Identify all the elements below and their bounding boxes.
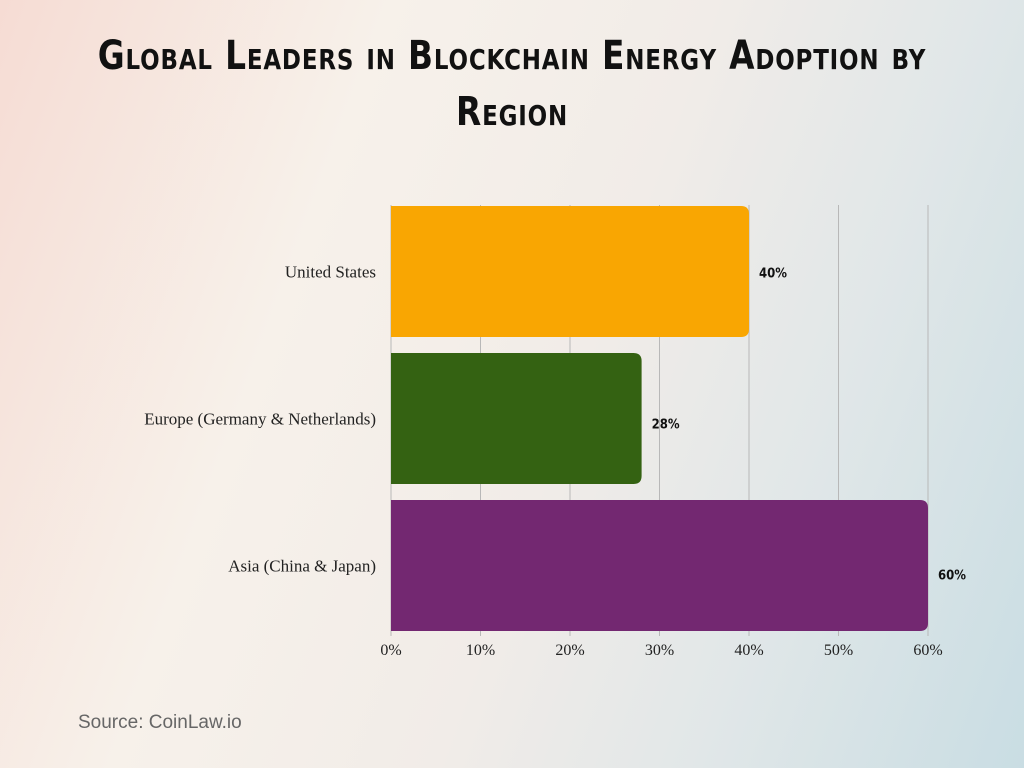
- data-label: 40%: [759, 267, 787, 282]
- x-tick-label: 50%: [824, 642, 853, 659]
- category-label: Asia (China & Japan): [228, 557, 376, 576]
- x-tick-label: 20%: [555, 642, 584, 659]
- x-tick-label: 40%: [734, 642, 763, 659]
- bar: [391, 206, 749, 337]
- category-label: Europe (Germany & Netherlands): [144, 410, 376, 429]
- x-tick-label: 60%: [913, 642, 942, 659]
- bar: [391, 500, 928, 631]
- source-text: Source: CoinLaw.io: [78, 712, 242, 733]
- bar: [391, 353, 642, 484]
- x-tick-label: 0%: [380, 642, 401, 659]
- data-label: 60%: [938, 569, 966, 584]
- chart-title: Global Leaders in Blockchain Energy Adop…: [97, 33, 927, 135]
- x-tick-label: 30%: [645, 642, 674, 659]
- category-label: United States: [285, 263, 376, 282]
- data-label: 28%: [652, 418, 680, 433]
- x-tick-label: 10%: [466, 642, 495, 659]
